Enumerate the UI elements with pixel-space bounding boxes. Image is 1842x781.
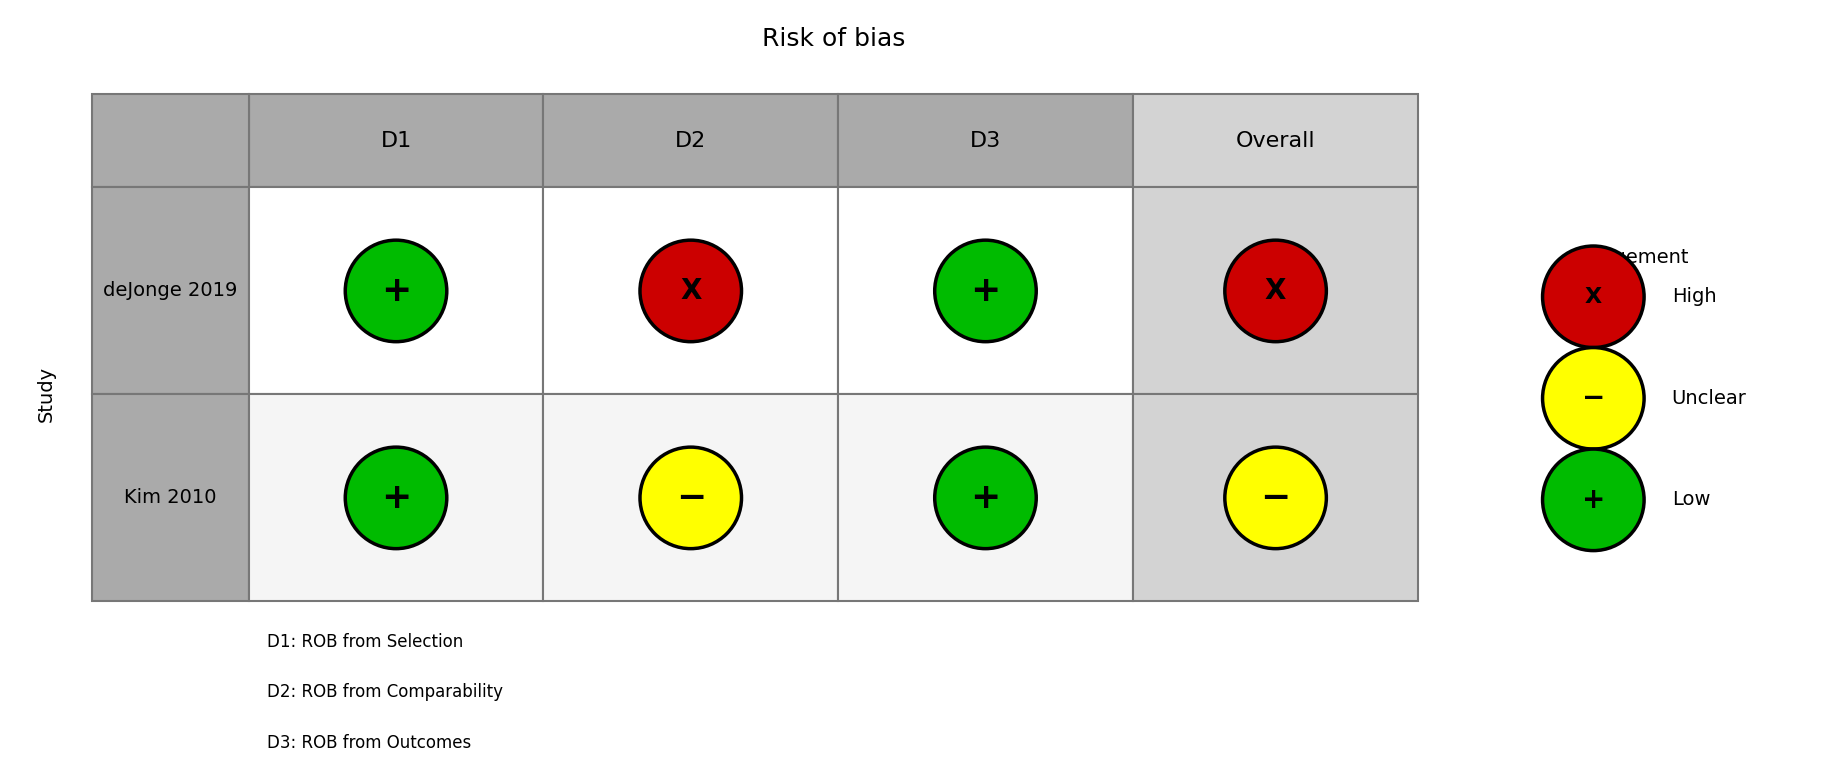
Text: −: − xyxy=(676,481,705,515)
Text: Overall: Overall xyxy=(1236,130,1315,151)
Text: X: X xyxy=(1584,287,1603,307)
Text: D3: D3 xyxy=(971,130,1000,151)
Text: X: X xyxy=(1265,277,1286,305)
Bar xyxy=(543,94,838,187)
Bar xyxy=(249,187,543,394)
Text: D2: D2 xyxy=(676,130,705,151)
Text: D1: ROB from Selection: D1: ROB from Selection xyxy=(267,633,464,651)
Text: Low: Low xyxy=(1673,490,1709,509)
Text: Risk of bias: Risk of bias xyxy=(763,27,904,51)
Text: +: + xyxy=(971,274,1000,308)
Bar xyxy=(543,394,838,601)
Bar xyxy=(1133,94,1418,187)
Bar xyxy=(92,394,249,601)
Bar xyxy=(838,394,1133,601)
Bar xyxy=(838,187,1133,394)
Text: +: + xyxy=(381,274,411,308)
Text: +: + xyxy=(1582,486,1604,514)
Text: Kim 2010: Kim 2010 xyxy=(123,488,217,508)
Bar xyxy=(92,187,249,394)
Text: D2: ROB from Comparability: D2: ROB from Comparability xyxy=(267,683,503,701)
Ellipse shape xyxy=(639,241,742,342)
Ellipse shape xyxy=(934,241,1037,342)
Text: −: − xyxy=(1260,481,1291,515)
Ellipse shape xyxy=(1225,447,1326,548)
Bar xyxy=(1133,394,1418,601)
Text: X: X xyxy=(680,277,702,305)
Text: +: + xyxy=(381,481,411,515)
Ellipse shape xyxy=(344,447,448,548)
Ellipse shape xyxy=(934,447,1037,548)
Bar xyxy=(92,94,249,187)
Text: D1: D1 xyxy=(381,130,411,151)
Text: Unclear: Unclear xyxy=(1673,389,1746,408)
Text: Study: Study xyxy=(37,366,55,423)
Bar xyxy=(249,94,543,187)
Ellipse shape xyxy=(1542,246,1645,348)
Bar xyxy=(1133,187,1418,394)
Bar xyxy=(838,94,1133,187)
Text: Judgement: Judgement xyxy=(1584,248,1689,267)
Ellipse shape xyxy=(344,241,448,342)
Text: deJonge 2019: deJonge 2019 xyxy=(103,281,238,301)
Text: −: − xyxy=(1582,384,1604,412)
Text: D3: ROB from Outcomes: D3: ROB from Outcomes xyxy=(267,734,472,752)
Ellipse shape xyxy=(1542,348,1645,449)
Text: High: High xyxy=(1673,287,1717,306)
Ellipse shape xyxy=(639,447,742,548)
Text: +: + xyxy=(971,481,1000,515)
Bar xyxy=(543,187,838,394)
Ellipse shape xyxy=(1225,241,1326,342)
Ellipse shape xyxy=(1542,449,1645,551)
Bar xyxy=(249,394,543,601)
